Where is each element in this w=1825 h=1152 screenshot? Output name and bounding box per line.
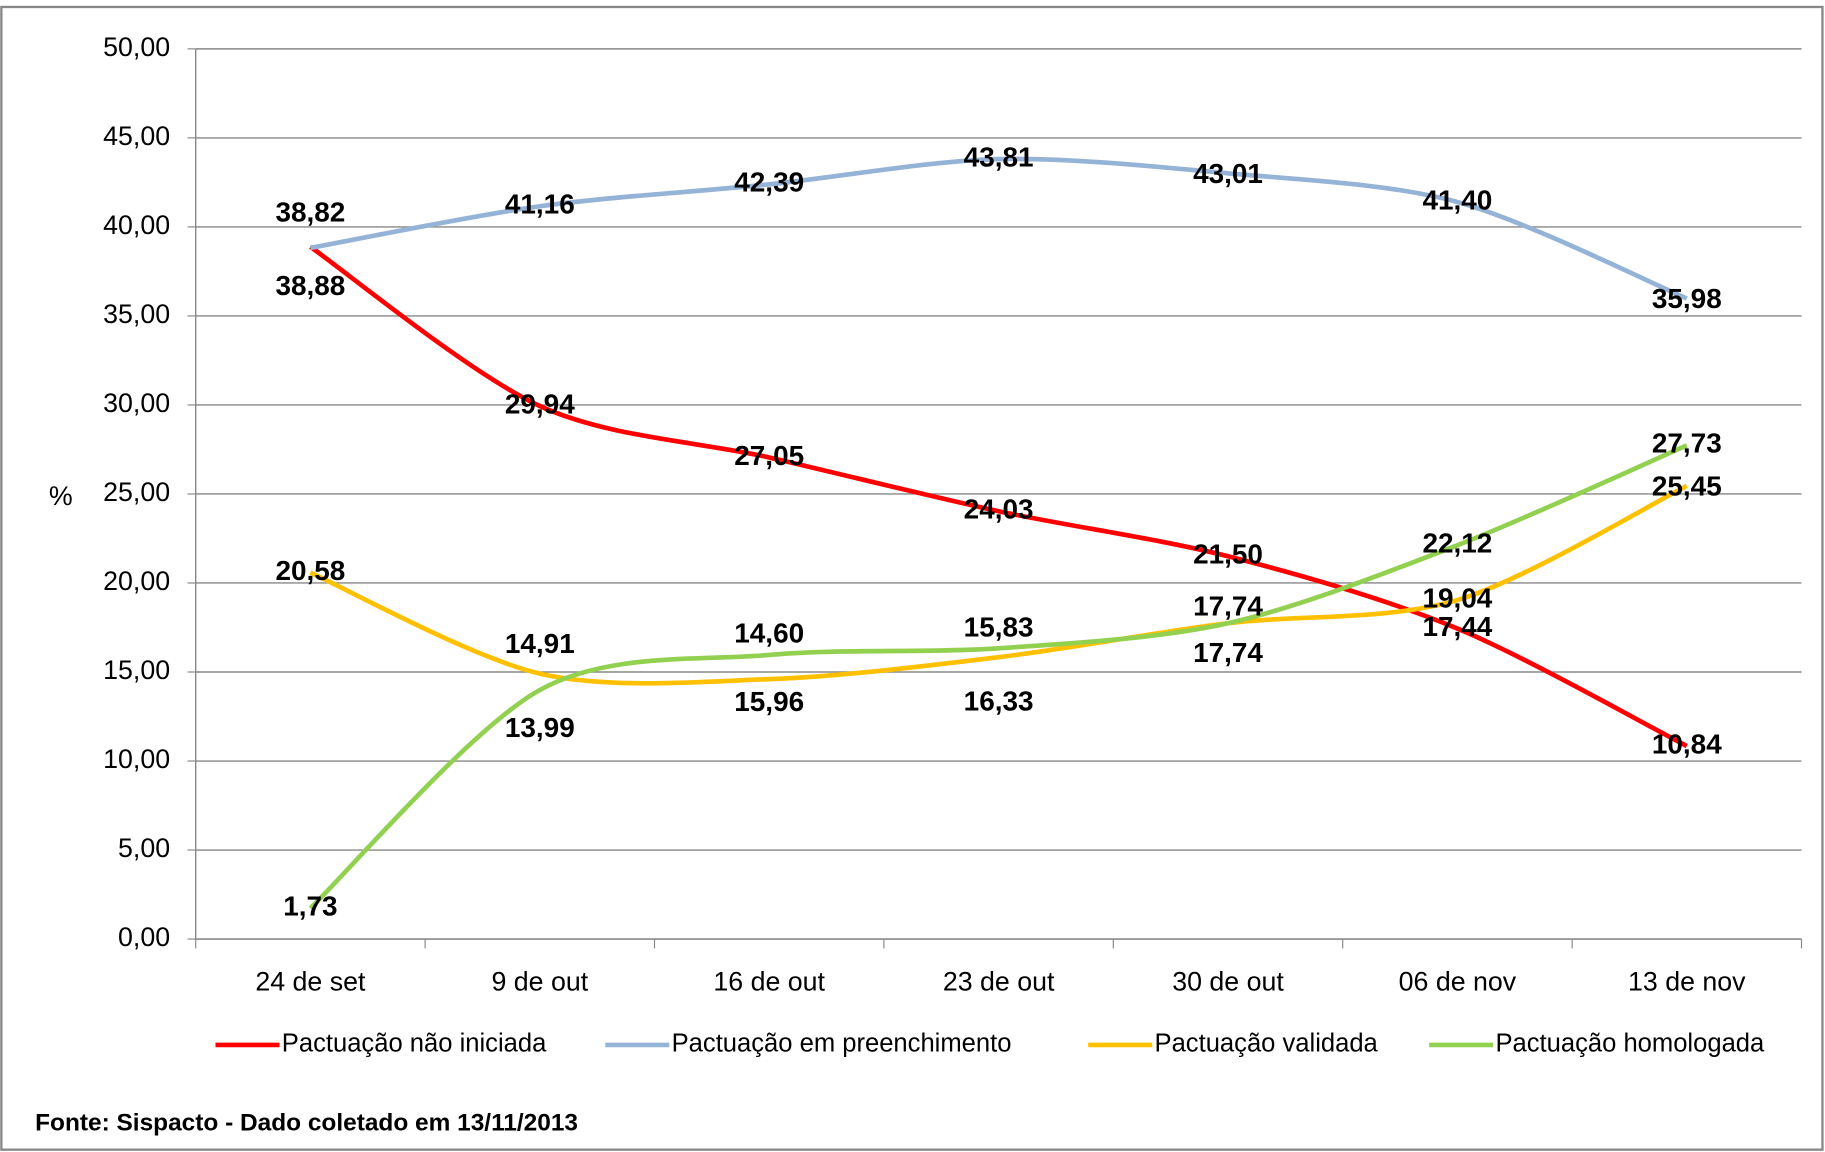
- data-label: 43,01: [1193, 158, 1263, 189]
- legend-label: Pactuação homologada: [1495, 1030, 1765, 1058]
- data-label: 42,39: [734, 167, 804, 198]
- data-label: 24,03: [964, 494, 1034, 525]
- y-tick-label: 45,00: [103, 121, 170, 151]
- legend-label: Pactuação validada: [1155, 1030, 1379, 1058]
- y-axis-label: %: [49, 481, 73, 511]
- series-line: [309, 483, 1688, 686]
- y-tick-label: 35,00: [103, 299, 170, 329]
- data-label: 13,99: [505, 712, 575, 743]
- data-label: 43,81: [964, 141, 1034, 172]
- data-label: 14,91: [505, 628, 575, 659]
- legend-label: Pactuação não iniciada: [282, 1030, 547, 1058]
- x-tick-label: 06 de nov: [1399, 966, 1517, 996]
- x-tick-label: 9 de out: [491, 966, 588, 996]
- data-label: 15,83: [964, 612, 1034, 643]
- y-tick-label: 10,00: [103, 744, 170, 774]
- x-tick-label: 16 de out: [713, 966, 825, 996]
- data-label: 1,73: [283, 891, 337, 922]
- data-label: 38,82: [275, 197, 345, 228]
- y-tick-label: 30,00: [103, 388, 170, 418]
- x-tick-label: 24 de set: [255, 966, 366, 996]
- data-label: 14,60: [734, 617, 804, 648]
- data-label: 22,12: [1422, 528, 1492, 559]
- x-tick-label: 13 de nov: [1628, 966, 1746, 996]
- data-label: 41,16: [505, 189, 575, 220]
- y-tick-label: 0,00: [118, 922, 170, 952]
- y-tick-label: 25,00: [103, 477, 170, 507]
- data-label: 25,45: [1652, 471, 1722, 502]
- series-line: [309, 244, 1688, 749]
- data-label: 17,74: [1193, 590, 1263, 621]
- data-label: 15,96: [734, 686, 804, 717]
- series-line: [308, 443, 1688, 910]
- series-line: [309, 156, 1688, 301]
- data-label: 17,74: [1193, 637, 1263, 668]
- y-tick-label: 40,00: [103, 210, 170, 240]
- data-label: 20,58: [275, 555, 345, 586]
- data-label: 16,33: [964, 685, 1034, 716]
- data-label: 21,50: [1193, 539, 1263, 570]
- source-note: Fonte: Sispacto - Dado coletado em 13/11…: [35, 1110, 578, 1137]
- x-tick-label: 30 de out: [1172, 966, 1284, 996]
- y-tick-label: 15,00: [103, 655, 170, 685]
- y-tick-label: 50,00: [103, 32, 170, 62]
- y-tick-label: 5,00: [118, 833, 170, 863]
- y-tick-label: 20,00: [103, 566, 170, 596]
- data-label: 38,88: [275, 270, 345, 301]
- data-label: 35,98: [1652, 283, 1722, 314]
- data-label: 10,84: [1652, 728, 1722, 759]
- data-label: 27,73: [1652, 428, 1722, 459]
- data-label: 29,94: [505, 388, 575, 419]
- data-label: 27,05: [734, 440, 804, 471]
- chart-frame: [0, 5, 1824, 1151]
- legend-label: Pactuação em preenchimento: [672, 1030, 1012, 1058]
- data-label: 41,40: [1422, 184, 1492, 215]
- x-tick-label: 23 de out: [943, 966, 1055, 996]
- data-label: 19,04: [1422, 582, 1492, 613]
- data-label: 17,44: [1422, 611, 1492, 642]
